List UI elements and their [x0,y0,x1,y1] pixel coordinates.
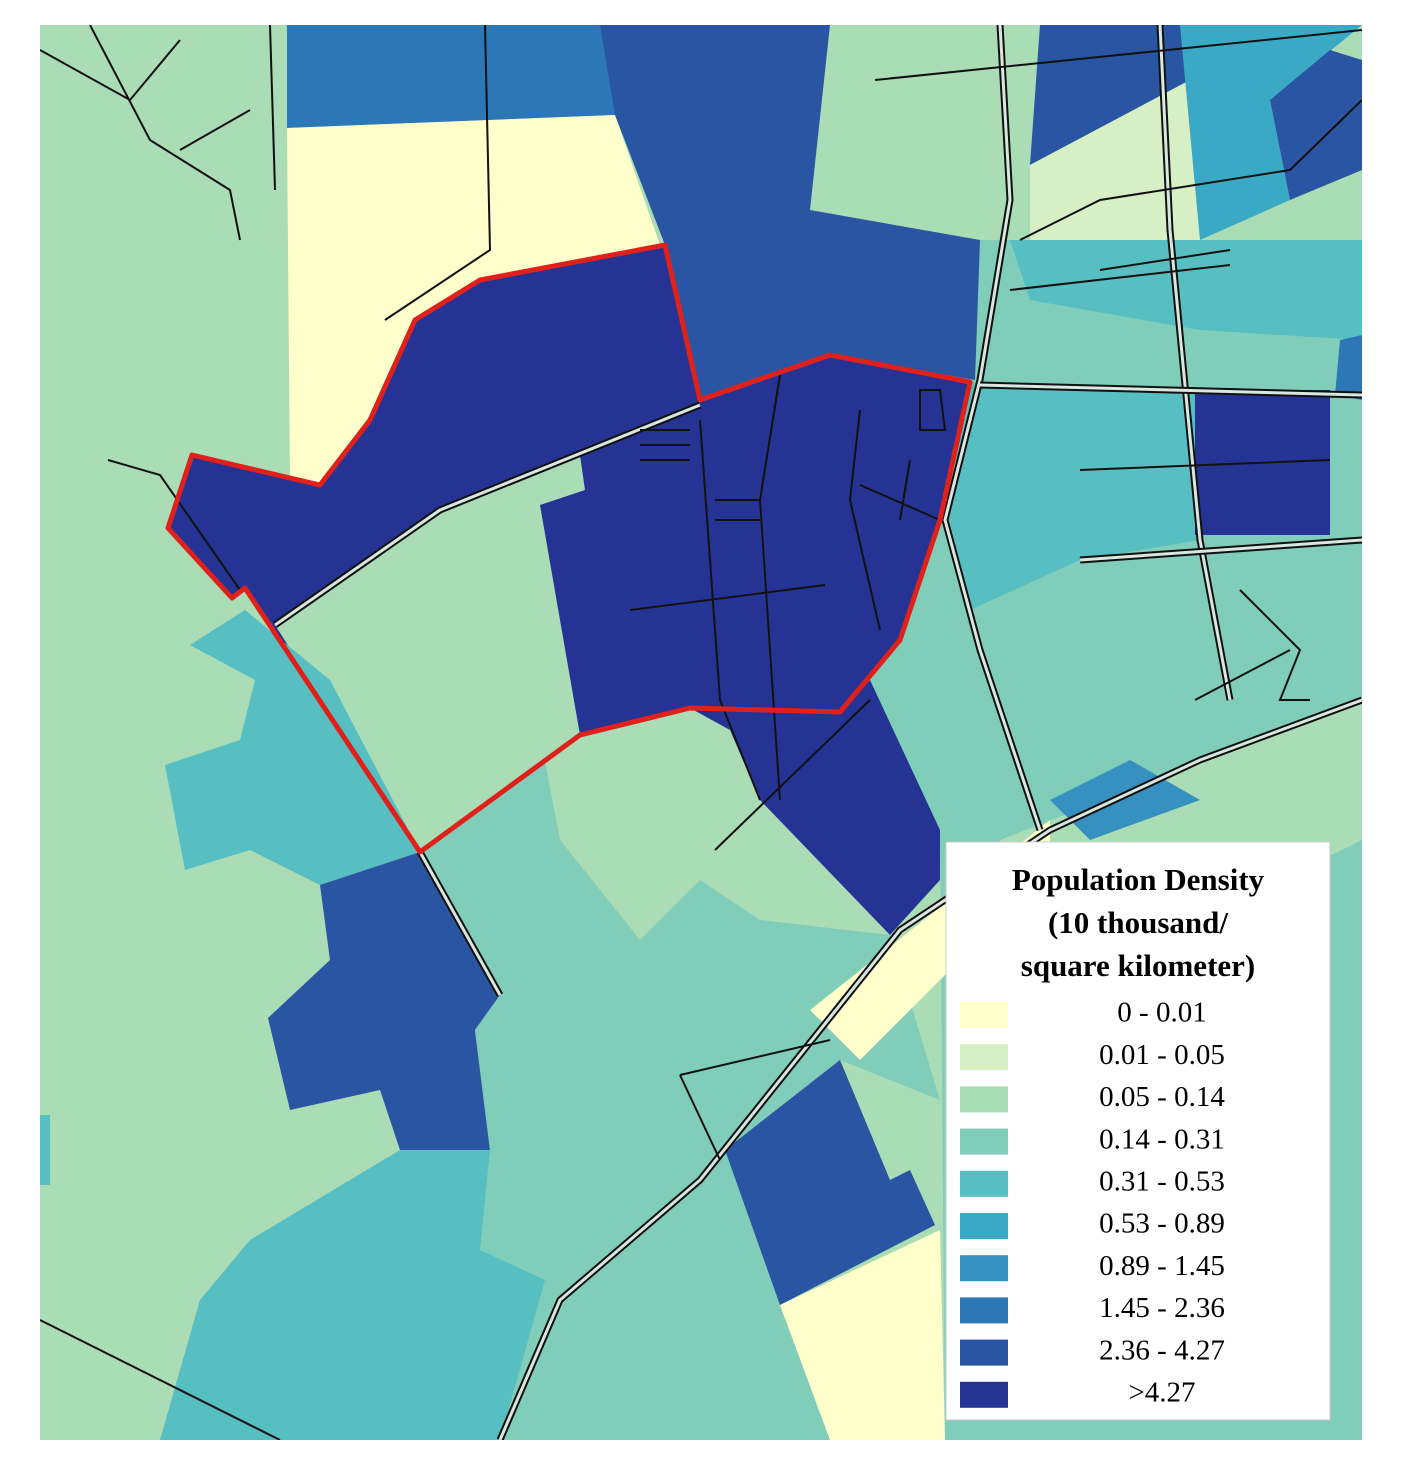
zone [725,1060,935,1305]
zone [945,382,1200,610]
roads [40,25,1362,1440]
legend-label: 0.01 - 0.05 [1099,1039,1225,1071]
legend-label: 0.05 - 0.14 [1099,1081,1225,1113]
legend-title: square kilometer) [1021,948,1255,983]
zone [780,1230,945,1440]
zone [690,680,940,935]
legend-label: 0.89 - 1.45 [1099,1250,1225,1282]
legend-title: Population Density [1012,862,1265,897]
study-area-outline [165,242,973,855]
zone [40,1115,50,1185]
legend-label: 1.45 - 2.36 [1099,1292,1225,1324]
legend-label: 2.36 - 4.27 [1099,1334,1225,1366]
zone [1180,25,1362,240]
legend-label: >4.27 [1128,1376,1195,1408]
zone [1335,335,1362,400]
zone [420,762,940,1440]
legend-swatch [960,1086,1008,1113]
legend-label: 0 - 0.01 [1117,997,1206,1029]
legend-box [945,841,1331,1421]
legend-label: 0.53 - 0.89 [1099,1208,1225,1240]
legend-label: 0.14 - 0.31 [1099,1123,1225,1155]
zone [165,610,420,885]
legend-label: 0.31 - 0.53 [1099,1165,1225,1197]
legend-swatch [960,1002,1008,1028]
zone [1270,50,1362,200]
legend-swatch [960,1381,1008,1408]
legend-swatch [960,1170,1008,1197]
zone [268,852,500,1150]
zone [600,25,980,400]
legend-swatch [960,1255,1008,1282]
legend-swatch [960,1044,1008,1071]
legend-swatch [960,1128,1008,1155]
zone [1030,80,1200,240]
zone [275,455,585,852]
zone [810,25,1040,235]
zone [287,25,615,128]
legend-title: (10 thousand/ [1048,905,1228,940]
zone [1010,240,1362,340]
zone [160,1150,545,1440]
legend-swatch [960,1297,1008,1324]
legend: Population Density (10 thousand/square ki… [945,841,1331,1421]
legend-swatch [960,1339,1008,1366]
legend-swatch [960,1213,1008,1239]
